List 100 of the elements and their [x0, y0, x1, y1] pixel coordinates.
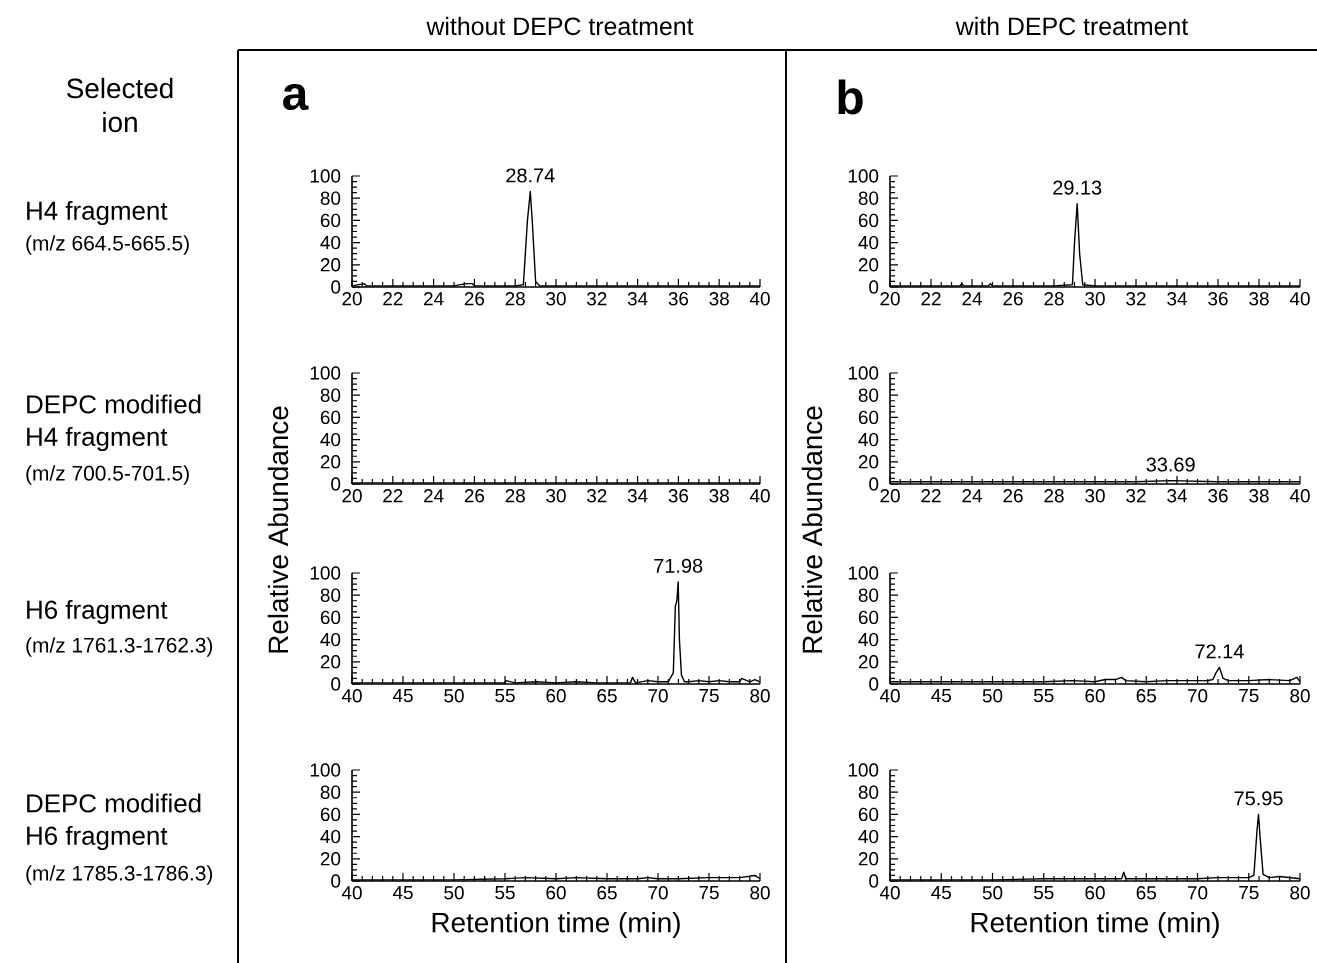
- x-tick-label: 40: [341, 689, 362, 703]
- x-tick-label: 30: [1085, 292, 1105, 306]
- x-tick-label: 36: [1208, 292, 1228, 306]
- y-tick-label: 80: [320, 191, 341, 205]
- x-tick-label: 50: [982, 689, 1003, 703]
- x-tick-label: 22: [383, 489, 403, 503]
- y-tick-label: 60: [858, 213, 879, 228]
- x-tick-label: 75: [699, 689, 719, 703]
- text: Selected ion: [67, 77, 173, 133]
- chart-title: with DEPC treatment: [955, 16, 1189, 36]
- x-tick-label: 36: [668, 489, 689, 503]
- x-tick-label: 26: [1003, 489, 1023, 503]
- x-tick-label: 26: [1003, 292, 1023, 306]
- y-tick-label: 100: [848, 566, 879, 580]
- x-tick-label: 22: [921, 292, 941, 306]
- y-tick-label: 80: [320, 588, 341, 602]
- text: (m/z 1761.3-1762.3): [26, 637, 213, 657]
- annotation: 72.14: [1195, 644, 1244, 659]
- text: b: [838, 79, 863, 115]
- y-tick-label: 0: [331, 477, 341, 491]
- annotation: 75.95: [1234, 791, 1283, 806]
- x-tick-label: 60: [1085, 886, 1105, 900]
- y-tick-label: 0: [331, 280, 341, 294]
- y-axis-title: Relative Abundance: [267, 406, 289, 653]
- x-tick-label: 45: [931, 886, 952, 900]
- x-tick-label: 34: [627, 489, 648, 503]
- y-tick-label: 20: [858, 258, 879, 272]
- x-tick-label: 32: [587, 292, 607, 306]
- y-tick-label: 60: [858, 807, 879, 822]
- y-tick-label: 80: [320, 785, 341, 799]
- x-tick-label: 20: [342, 292, 362, 306]
- x-tick-label: 55: [495, 689, 515, 703]
- text: DEPC modified: [27, 394, 201, 414]
- x-tick-label: 75: [699, 886, 719, 900]
- x-tick-label: 70: [648, 689, 668, 703]
- annotation: 71.98: [654, 558, 703, 573]
- text: DEPC modified: [27, 793, 201, 813]
- x-tick-label: 22: [921, 489, 941, 503]
- chart-title: without DEPC treatment: [426, 16, 694, 36]
- y-tick-label: 100: [310, 169, 341, 183]
- x-tick-label: 28: [1044, 292, 1064, 306]
- x-tick-label: 50: [444, 886, 464, 900]
- x-tick-label: 70: [1187, 689, 1208, 703]
- text: H4 fragment: [27, 200, 168, 226]
- x-tick-label: 26: [464, 489, 485, 503]
- y-tick-label: 20: [858, 852, 879, 866]
- x-tick-label: 65: [597, 886, 617, 900]
- y-tick-label: 0: [869, 280, 879, 294]
- y-tick-label: 80: [858, 191, 879, 205]
- x-tick-label: 40: [749, 292, 770, 306]
- y-tick-label: 40: [320, 632, 341, 647]
- y-tick-label: 20: [320, 852, 341, 866]
- y-tick-label: 0: [331, 677, 341, 691]
- x-tick-label: 38: [1249, 292, 1269, 306]
- y-tick-label: 0: [869, 874, 879, 888]
- x-tick-label: 70: [648, 886, 668, 900]
- x-tick-label: 20: [880, 292, 900, 306]
- x-tick-label: 24: [424, 489, 444, 503]
- x-tick-label: 32: [1126, 292, 1146, 306]
- x-tick-label: 70: [1187, 886, 1208, 900]
- y-tick-label: 40: [858, 632, 879, 647]
- y-tick-label: 40: [858, 235, 879, 250]
- y-tick-label: 80: [320, 388, 341, 402]
- x-tick-label: 40: [879, 689, 900, 703]
- y-tick-label: 80: [858, 588, 879, 602]
- annotation: 28.74: [506, 168, 555, 183]
- x-tick-label: 40: [341, 886, 362, 900]
- y-tick-label: 20: [858, 655, 879, 669]
- x-tick-label: 55: [495, 886, 515, 900]
- x-tick-label: 36: [668, 292, 689, 306]
- y-tick-label: 80: [858, 388, 879, 402]
- x-tick-label: 60: [546, 886, 566, 900]
- x-tick-label: 36: [1208, 489, 1228, 503]
- y-tick-label: 40: [858, 829, 879, 844]
- x-tick-label: 65: [1136, 689, 1157, 703]
- x-tick-label: 26: [464, 292, 485, 306]
- x-tick-label: 65: [1136, 886, 1157, 900]
- y-tick-label: 40: [320, 432, 341, 447]
- y-tick-label: 0: [331, 874, 341, 888]
- x-tick-label: 30: [546, 489, 566, 503]
- x-axis-title: Retention time (min): [432, 912, 680, 938]
- y-tick-label: 60: [320, 410, 341, 425]
- x-tick-label: 20: [880, 489, 900, 503]
- x-tick-label: 30: [546, 292, 566, 306]
- x-tick-label: 40: [749, 489, 770, 503]
- x-tick-label: 34: [1167, 292, 1187, 306]
- x-tick-label: 45: [931, 689, 952, 703]
- y-tick-label: 80: [858, 785, 879, 799]
- x-tick-label: 45: [392, 689, 413, 703]
- x-tick-label: 38: [709, 489, 729, 503]
- x-axis-title: Retention time (min): [971, 912, 1219, 938]
- text: (m/z 664.5-665.5): [26, 235, 189, 255]
- text: a: [283, 83, 309, 111]
- y-tick-label: 100: [310, 366, 341, 380]
- x-tick-label: 55: [1033, 689, 1054, 703]
- x-tick-label: 34: [1167, 489, 1187, 503]
- annotation: 29.13: [1053, 180, 1102, 195]
- y-tick-label: 60: [320, 807, 341, 822]
- x-tick-label: 75: [1239, 886, 1259, 900]
- y-tick-label: 60: [320, 610, 341, 625]
